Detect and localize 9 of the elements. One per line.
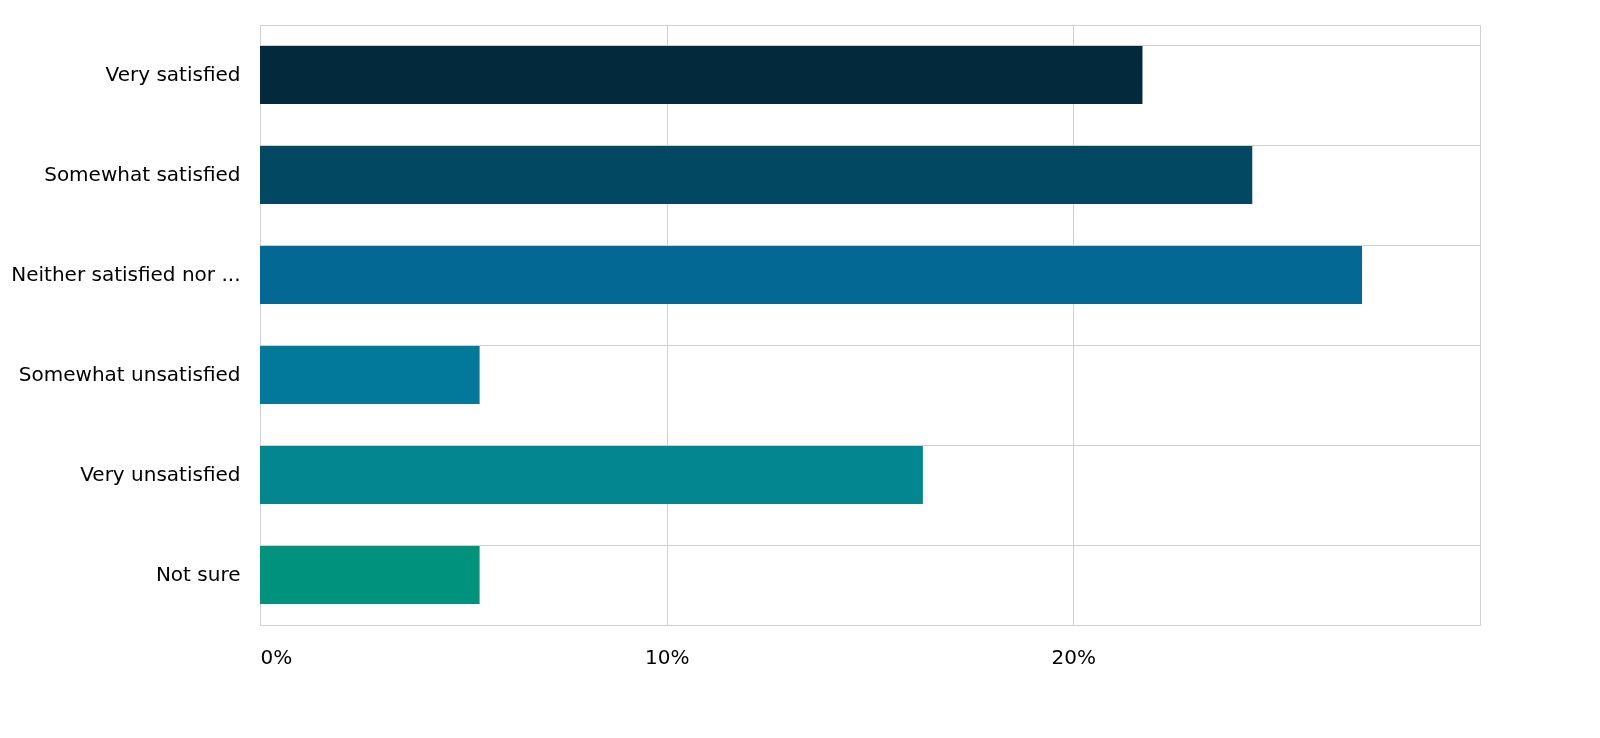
y-tick-label: Neither satisfied nor ... (11, 262, 241, 286)
y-tick-label: Very satisfied (105, 62, 241, 86)
y-tick-label: Very unsatisfied (80, 462, 241, 486)
y-tick-label: Somewhat unsatisfied (18, 362, 241, 386)
x-tick-label: 10% (644, 644, 690, 669)
y-tick-label: Not sure (155, 562, 241, 586)
x-tick-label: 20% (1051, 644, 1097, 669)
y-tick-label: Somewhat satisfied (44, 162, 241, 186)
x-tick-label: 0% (260, 644, 293, 669)
